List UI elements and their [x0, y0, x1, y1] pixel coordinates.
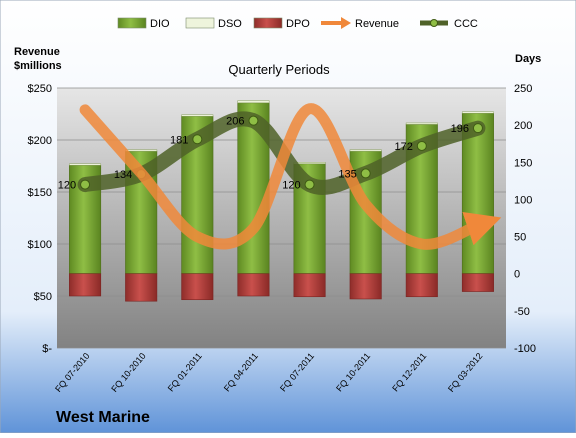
ccc-point: [248, 115, 259, 126]
left-axis: $- $50 $100 $150 $200 $250: [28, 83, 53, 355]
right-tick-label: 200: [514, 120, 532, 132]
dpo-bar: [181, 273, 214, 301]
legend: DIO DSO DPO Revenue CCC: [117, 17, 478, 30]
right-tick-label: 250: [514, 83, 532, 95]
dpo-bar: [237, 273, 270, 297]
ccc-data-label: 120: [58, 180, 76, 192]
ccc-point: [192, 134, 203, 145]
ccc-data-label: 181: [170, 134, 188, 146]
left-tick-label: $50: [34, 291, 52, 303]
ccc-point: [360, 168, 371, 179]
dpo-bar: [405, 273, 438, 298]
ccc-data-labels: 120 134 181 206 120 135 172 196: [58, 116, 469, 192]
legend-swatch-ccc: [420, 19, 448, 27]
legend-label: DPO: [286, 18, 310, 30]
ccc-data-label: 206: [226, 116, 244, 128]
dso-bar: [125, 149, 158, 152]
dso-bar: [461, 111, 494, 114]
dio-bar: [461, 112, 494, 275]
left-axis-title-line2: $millions: [14, 60, 62, 72]
dpo-bar: [69, 273, 102, 297]
right-tick-label: -50: [514, 306, 530, 318]
legend-label: DSO: [218, 18, 242, 30]
dpo-bar: [125, 273, 158, 302]
ccc-point: [304, 179, 315, 190]
right-tick-label: 100: [514, 194, 532, 206]
right-tick-label: 50: [514, 232, 526, 244]
ccc-data-label: 196: [451, 123, 469, 135]
ccc-data-label: 135: [338, 168, 356, 180]
right-axis-title: Days: [515, 53, 541, 65]
right-tick-label: 150: [514, 157, 532, 169]
legend-label: Revenue: [355, 18, 399, 30]
legend-swatch-dpo: [253, 17, 283, 29]
dso-bar: [293, 162, 326, 165]
left-tick-label: $150: [28, 187, 52, 199]
chart-title: Quarterly Periods: [228, 62, 330, 77]
legend-label: DIO: [150, 18, 170, 30]
plot-area: [57, 88, 506, 348]
ccc-data-label: 172: [394, 141, 412, 153]
right-tick-label: 0: [514, 269, 520, 281]
ccc-point: [80, 179, 91, 190]
legend-swatch-dio: [117, 17, 147, 29]
right-axis: -100 -50 0 50 100 150 200 250: [514, 83, 536, 355]
revenue-series: [79, 103, 502, 250]
dso-bar: [69, 163, 102, 166]
ccc-data-label: 120: [282, 180, 300, 192]
ccc-line: [77, 111, 486, 195]
dpo-bar: [461, 273, 494, 292]
dso-bar: [405, 122, 438, 125]
dpo-bar: [293, 273, 326, 298]
ccc-data-label: 134: [114, 169, 132, 181]
left-axis-title-line1: Revenue: [14, 46, 60, 58]
ccc-series: [77, 111, 486, 195]
dso-bar: [181, 114, 214, 117]
left-tick-label: $250: [28, 83, 52, 95]
left-tick-label: $200: [28, 135, 52, 147]
left-tick-label: $-: [42, 343, 52, 355]
dso-bar: [349, 149, 382, 152]
left-tick-label: $100: [28, 239, 52, 251]
dso-bar: [237, 100, 270, 104]
legend-label: CCC: [454, 18, 478, 30]
right-tick-label: -100: [514, 343, 536, 355]
ccc-point: [472, 123, 483, 134]
dpo-bar: [349, 273, 382, 300]
legend-swatch-dso: [185, 17, 215, 29]
ccc-point: [416, 140, 427, 151]
company-name: West Marine: [56, 409, 150, 426]
revenue-line: [79, 103, 502, 250]
legend-swatch-revenue: [321, 17, 351, 29]
